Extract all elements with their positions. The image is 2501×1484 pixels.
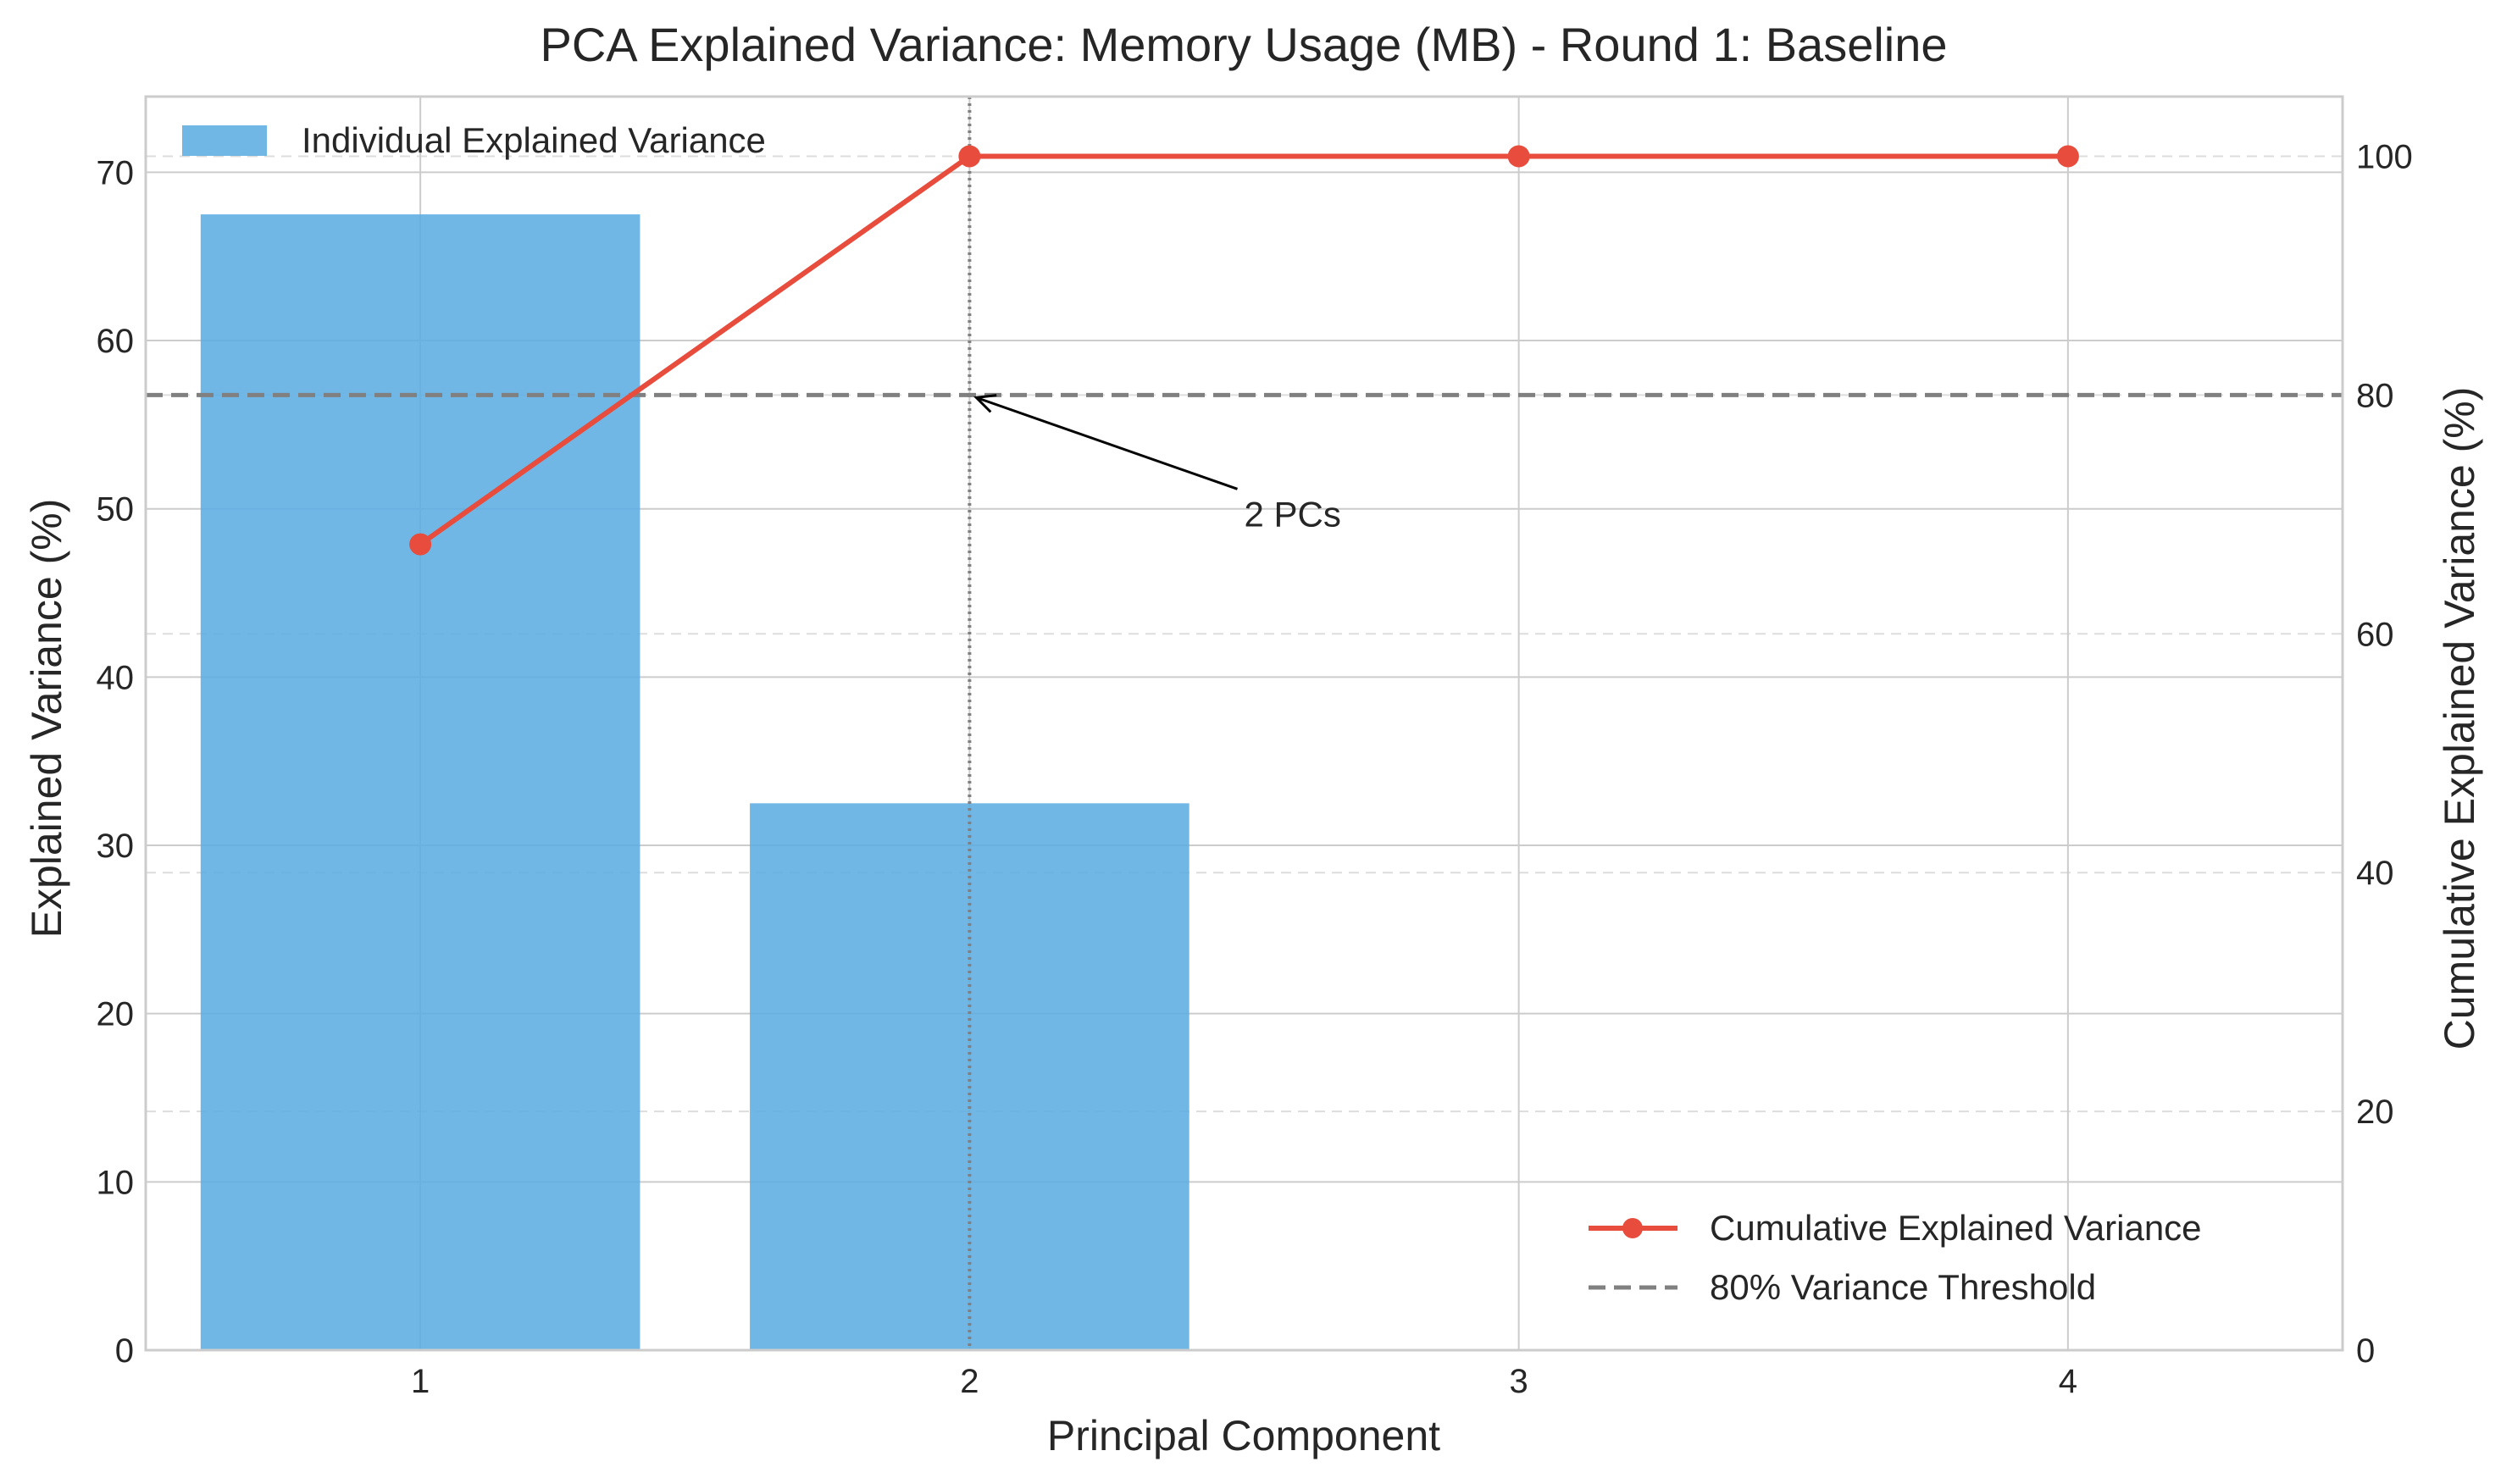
y-tick-label: 20 <box>97 996 135 1033</box>
legend-lower: Cumulative Explained Variance 80% Varian… <box>1589 1208 2202 1307</box>
legend-label-cumulative: Cumulative Explained Variance <box>1710 1208 2202 1248</box>
y-tick-label: 70 <box>97 154 135 191</box>
annotation-arrow <box>975 396 1238 490</box>
y-tick-label: 60 <box>97 323 135 360</box>
legend-upper: Individual Explained Variance <box>182 120 766 160</box>
bar <box>750 803 1190 1350</box>
cumulative-line <box>419 153 2068 547</box>
legend-label-individual: Individual Explained Variance <box>302 120 766 160</box>
y-tick-label: 10 <box>97 1164 135 1201</box>
x-tick-label: 4 <box>2059 1363 2077 1400</box>
legend-label-threshold: 80% Variance Threshold <box>1710 1267 2096 1307</box>
y2-tick-label: 20 <box>2356 1094 2394 1131</box>
arrow-head-icon <box>973 394 997 413</box>
tick-labels: 0 10 20 30 40 50 60 70 0 20 40 60 80 100 1 2 3 4 <box>97 138 2413 1400</box>
legend-line-marker <box>1622 1218 1643 1238</box>
plot-frame <box>144 95 2344 1352</box>
y2-axis-title: Cumulative Explained Variance (%) <box>2436 387 2483 1050</box>
x-tick-label: 2 <box>960 1363 979 1400</box>
cumulative-point <box>409 533 432 556</box>
y-tick-label: 40 <box>97 659 135 696</box>
bars-layer <box>200 214 1190 1350</box>
y2-tick-label: 100 <box>2356 138 2413 175</box>
y2-tick-label: 80 <box>2356 377 2394 414</box>
y-tick-label: 50 <box>97 491 135 529</box>
chart-title: PCA Explained Variance: Memory Usage (MB… <box>540 18 1947 71</box>
x-axis-title: Principal Component <box>1047 1412 1440 1459</box>
y2-tick-label: 40 <box>2356 855 2394 892</box>
cumulative-point <box>1507 145 1530 168</box>
bar <box>200 214 640 1350</box>
annotation-text: 2 PCs <box>1245 494 1341 534</box>
annotation-2-pcs: 2 PCs <box>973 394 1341 534</box>
cumulative-point <box>2056 145 2079 168</box>
x-tick-label: 1 <box>411 1363 430 1400</box>
y-tick-label: 30 <box>97 828 135 865</box>
y-tick-label: 0 <box>115 1332 134 1370</box>
y2-tick-label: 60 <box>2356 616 2394 653</box>
plot-border <box>144 95 2344 1352</box>
cumulative-point <box>958 145 981 168</box>
reference-lines <box>146 97 2343 1350</box>
x-tick-label: 3 <box>1510 1363 1528 1400</box>
y-axis-title: Explained Variance (%) <box>23 499 70 939</box>
cumulative-line-layer <box>409 145 2079 556</box>
y2-tick-label: 0 <box>2356 1332 2375 1370</box>
legend-bar-swatch <box>182 125 267 156</box>
